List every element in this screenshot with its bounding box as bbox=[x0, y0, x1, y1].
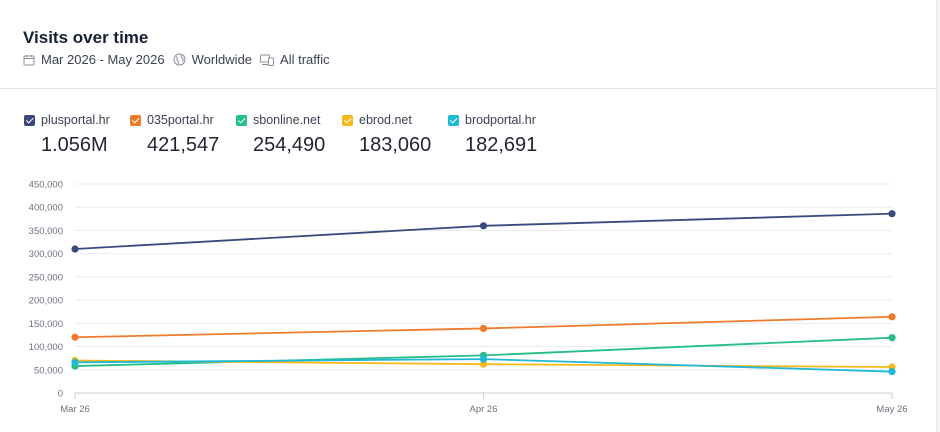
devices-icon bbox=[260, 54, 275, 66]
y-tick-label: 0 bbox=[58, 389, 63, 400]
filter-bar: Mar 2026 - May 2026 Worldwide All traffi… bbox=[23, 52, 338, 67]
data-point bbox=[888, 334, 896, 342]
y-tick-label: 100,000 bbox=[29, 342, 63, 353]
legend-total: 183,060 bbox=[359, 134, 432, 156]
legend-site-name: ebrod.net bbox=[359, 113, 412, 127]
data-point bbox=[71, 358, 79, 366]
legend-item-sbonline[interactable]: sbonline.net 254,490 bbox=[236, 113, 342, 157]
globe-icon bbox=[173, 53, 186, 66]
y-tick-label: 400,000 bbox=[29, 203, 63, 214]
date-range-label: Mar 2026 - May 2026 bbox=[41, 52, 165, 67]
calendar-icon bbox=[23, 54, 35, 65]
checkbox-icon[interactable] bbox=[24, 114, 35, 126]
data-point bbox=[71, 245, 79, 253]
date-range-filter[interactable]: Mar 2026 - May 2026 bbox=[23, 52, 165, 67]
header-divider bbox=[0, 88, 936, 89]
legend-total: 182,691 bbox=[465, 134, 538, 156]
data-point bbox=[71, 333, 79, 341]
region-label: Worldwide bbox=[191, 52, 253, 67]
x-tick-label: Mar 26 bbox=[60, 404, 90, 415]
traffic-label: All traffic bbox=[280, 52, 330, 67]
chart-title: Visits over time bbox=[23, 28, 149, 47]
checkbox-icon[interactable] bbox=[448, 114, 459, 126]
data-point bbox=[888, 313, 896, 321]
legend-item-ebrod[interactable]: ebrod.net 183,060 bbox=[342, 113, 448, 157]
data-point bbox=[888, 210, 896, 218]
legend-site-name: plusportal.hr bbox=[41, 113, 110, 127]
legend-total: 421,547 bbox=[147, 134, 220, 156]
y-tick-label: 350,000 bbox=[29, 226, 63, 237]
checkbox-icon[interactable] bbox=[236, 114, 247, 126]
region-filter[interactable]: Worldwide bbox=[173, 52, 252, 67]
y-tick-label: 50,000 bbox=[34, 365, 63, 376]
y-tick-label: 200,000 bbox=[29, 296, 63, 307]
data-point bbox=[479, 324, 488, 333]
legend-item-035portal[interactable]: 035portal.hr 421,547 bbox=[130, 113, 236, 157]
data-point bbox=[888, 368, 896, 376]
y-tick-label: 450,000 bbox=[29, 180, 63, 191]
series-line bbox=[74, 212, 893, 250]
y-tick-label: 250,000 bbox=[29, 272, 63, 283]
checkbox-icon[interactable] bbox=[130, 114, 141, 126]
x-tick-label: May 26 bbox=[876, 404, 907, 415]
data-point bbox=[479, 222, 488, 230]
y-tick-label: 150,000 bbox=[29, 319, 63, 330]
data-point bbox=[479, 355, 488, 363]
x-tick-label: Apr 26 bbox=[470, 404, 498, 415]
legend-site-name: brodportal.hr bbox=[465, 113, 536, 127]
traffic-filter[interactable]: All traffic bbox=[260, 52, 330, 67]
legend-site-name: 035portal.hr bbox=[147, 113, 214, 127]
checkbox-icon[interactable] bbox=[342, 114, 353, 126]
legend-total: 254,490 bbox=[253, 134, 326, 156]
line-chart: 450,000 400,000 350,000 300,000 250,000 200,0… bbox=[29, 180, 908, 416]
legend-site-name: sbonline.net bbox=[253, 113, 321, 127]
y-tick-label: 300,000 bbox=[29, 249, 63, 260]
legend-total: 1.056M bbox=[41, 134, 108, 156]
data-point bbox=[479, 360, 488, 368]
legend-item-brodportal[interactable]: brodportal.hr 182,691 bbox=[448, 113, 558, 157]
chart-legend: plusportal.hr 1.056M 035portal.hr 421,54… bbox=[24, 113, 558, 157]
legend-item-plusportal[interactable]: plusportal.hr 1.056M bbox=[24, 113, 130, 157]
